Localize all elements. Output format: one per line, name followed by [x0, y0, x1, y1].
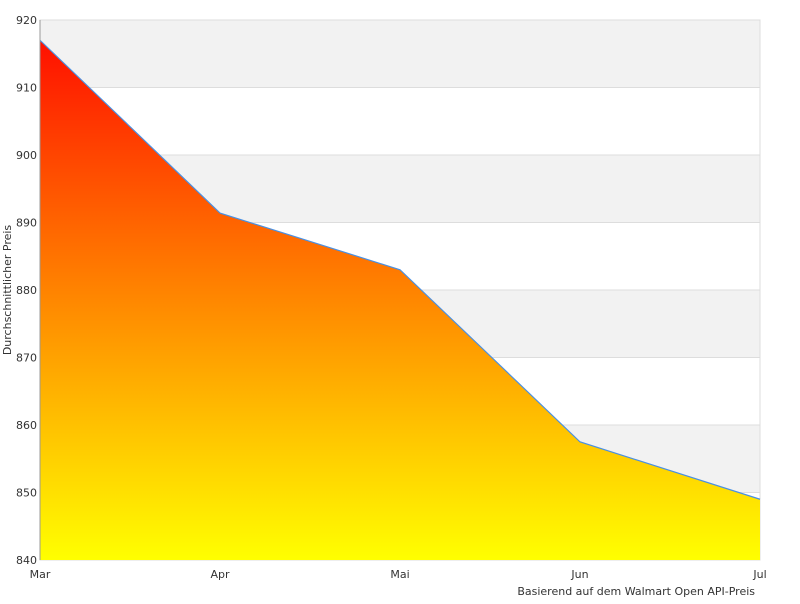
y-tick-label: 860	[16, 419, 37, 432]
y-tick-label: 870	[16, 352, 37, 365]
y-tick-label: 880	[16, 284, 37, 297]
x-tick-label: Jul	[752, 568, 766, 581]
x-tick-label: Jun	[570, 568, 588, 581]
area-fill	[40, 40, 760, 560]
y-tick-label: 840	[16, 554, 37, 567]
y-tick-label: 920	[16, 14, 37, 27]
y-tick-label: 890	[16, 217, 37, 230]
y-tick-label: 900	[16, 149, 37, 162]
y-tick-label: 910	[16, 82, 37, 95]
x-tick-label: Apr	[210, 568, 230, 581]
x-tick-label: Mar	[30, 568, 51, 581]
y-tick-label: 850	[16, 487, 37, 500]
y-axis-label: Durchschnittlicher Preis	[1, 225, 14, 356]
x-tick-label: Mai	[390, 568, 409, 581]
series-line	[39, 39, 761, 500]
grid-band	[40, 20, 760, 88]
footer-note: Basierend auf dem Walmart Open API-Preis	[517, 585, 755, 598]
